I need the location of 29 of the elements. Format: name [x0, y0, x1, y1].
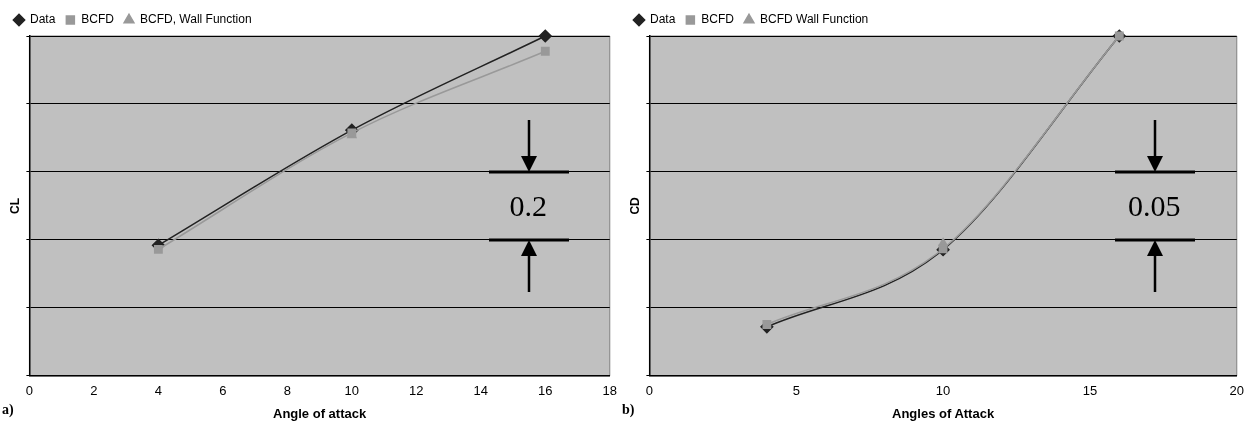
- legend-label: Data: [650, 12, 676, 27]
- x-tick-label: 0: [25, 383, 34, 399]
- text: a): [2, 402, 14, 418]
- legend-label: BCFD: [81, 12, 115, 27]
- legend-label: BCFD: [701, 12, 735, 27]
- legend-label: Data: [30, 12, 56, 27]
- y-axis-title: CD: [627, 196, 642, 215]
- x-tick-label: 10: [935, 383, 951, 399]
- x-tick-label: 15: [1082, 383, 1098, 399]
- x-tick-label: 12: [409, 383, 424, 399]
- x-tick-label: 16: [538, 383, 553, 399]
- x-tick-label: 20: [1229, 383, 1244, 399]
- x-tick-label: 5: [792, 383, 800, 399]
- x-tick-label: 2: [90, 383, 98, 399]
- x-tick-label: 10: [344, 383, 360, 399]
- legend-label: BCFD, Wall Function: [140, 12, 252, 27]
- text: b): [622, 402, 635, 418]
- x-tick-label: 14: [473, 383, 489, 399]
- y-axis-title: CL: [7, 197, 22, 214]
- x-axis-title: Angle of attack: [272, 405, 367, 421]
- x-tick-label: 4: [154, 383, 162, 399]
- annotation: 0.2: [509, 188, 548, 223]
- x-tick-label: 8: [283, 383, 291, 399]
- legend-label: BCFD Wall Function: [760, 12, 869, 27]
- x-tick-label: 0: [645, 383, 654, 399]
- x-tick-label: 18: [602, 383, 617, 399]
- x-tick-label: 6: [219, 383, 227, 399]
- annotation: 0.05: [1128, 188, 1181, 223]
- x-axis-title: Angles of Attack: [892, 405, 995, 421]
